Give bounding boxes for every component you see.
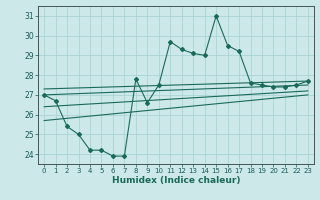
X-axis label: Humidex (Indice chaleur): Humidex (Indice chaleur) [112,176,240,185]
